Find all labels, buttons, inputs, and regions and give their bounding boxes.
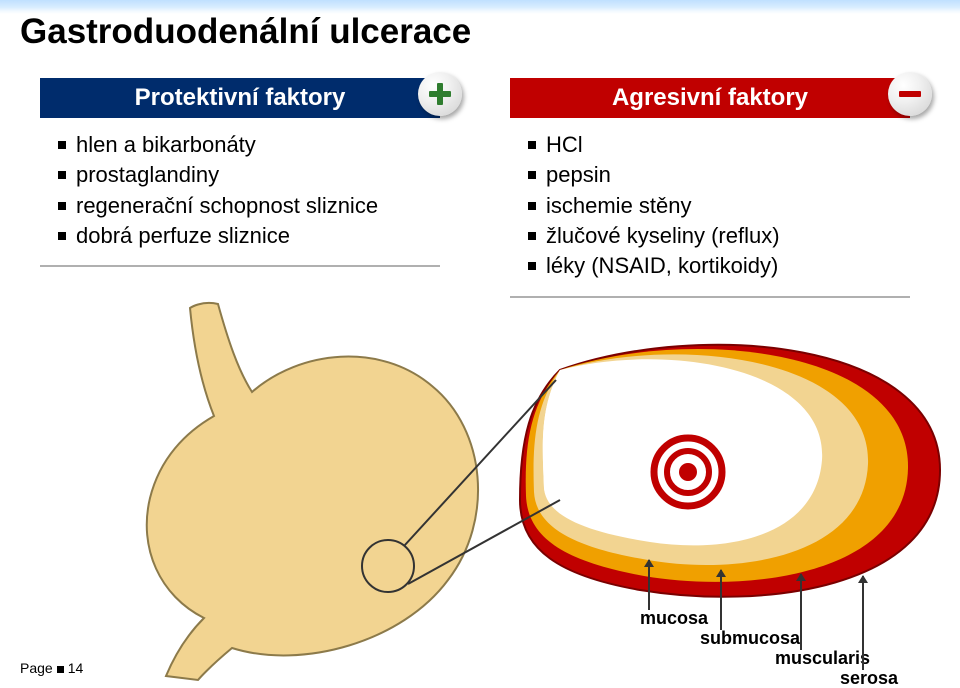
protective-item: hlen a bikarbonáty: [58, 130, 422, 160]
stomach-shape: [147, 303, 478, 680]
layer-label-muscularis: muscularis: [775, 648, 870, 669]
aggressive-header: Agresivní faktory: [510, 78, 910, 120]
page-bullet-icon: [57, 666, 64, 673]
aggressive-item: žlučové kyseliny (reflux): [528, 221, 892, 251]
protective-panel: Protektivní faktory hlen a bikarbonátypr…: [40, 78, 440, 267]
protective-header-text: Protektivní faktory: [135, 84, 346, 112]
plus-icon: [426, 80, 454, 108]
ulcer-target: [654, 438, 722, 506]
protective-item: prostaglandiny: [58, 160, 422, 190]
protective-item: regenerační schopnost sliznice: [58, 191, 422, 221]
protective-header: Protektivní faktory: [40, 78, 440, 120]
aggressive-item: pepsin: [528, 160, 892, 190]
layer-arrow: [800, 574, 802, 650]
aggressive-list: HClpepsinischemie stěnyžlučové kyseliny …: [528, 130, 892, 282]
minus-icon: [896, 80, 924, 108]
page-label: Page: [20, 660, 53, 676]
page-title: Gastroduodenální ulcerace: [20, 12, 471, 52]
aggressive-panel: Agresivní faktory HClpepsinischemie stěn…: [510, 78, 910, 298]
layer-arrow: [862, 576, 864, 670]
stomach-diagram: [0, 300, 960, 688]
layer-label-mucosa: mucosa: [640, 608, 708, 629]
protective-item: dobrá perfuze sliznice: [58, 221, 422, 251]
wall-layers: [520, 345, 940, 597]
aggressive-item: léky (NSAID, kortikoidy): [528, 251, 892, 281]
layer-arrow: [720, 570, 722, 630]
plus-badge: [418, 72, 462, 116]
aggressive-item: ischemie stěny: [528, 191, 892, 221]
layer-label-submucosa: submucosa: [700, 628, 800, 649]
stomach-svg: [0, 300, 960, 688]
aggressive-body: HClpepsinischemie stěnyžlučové kyseliny …: [510, 120, 910, 298]
aggressive-item: HCl: [528, 130, 892, 160]
minus-badge: [888, 72, 932, 116]
layer-arrow: [648, 560, 650, 610]
aggressive-header-text: Agresivní faktory: [612, 84, 808, 112]
page-number: Page 14: [20, 660, 83, 676]
protective-list: hlen a bikarbonátyprostaglandinyregenera…: [58, 130, 422, 251]
page-number-value: 14: [68, 660, 84, 676]
layer-label-serosa: serosa: [840, 668, 898, 688]
protective-body: hlen a bikarbonátyprostaglandinyregenera…: [40, 120, 440, 267]
